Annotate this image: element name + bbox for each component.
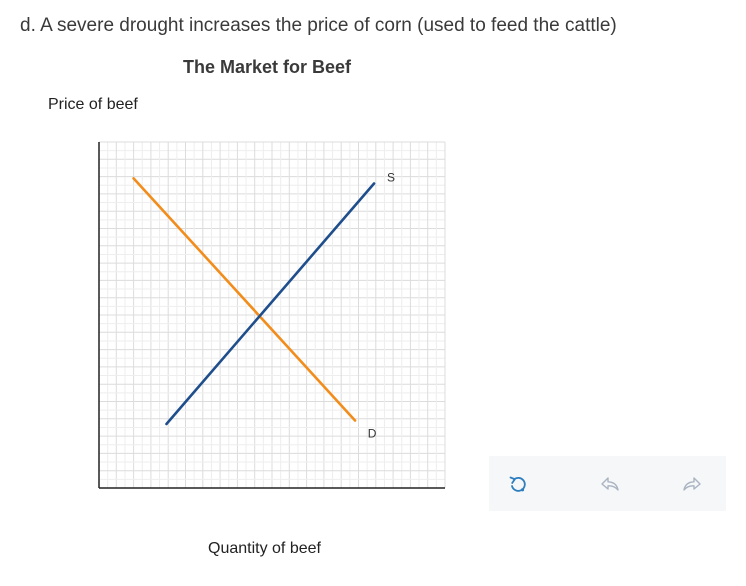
x-axis-label: Quantity of beef bbox=[208, 540, 321, 557]
question-text: d. A severe drought increases the price … bbox=[20, 15, 617, 36]
series-layer[interactable]: DS bbox=[132, 171, 395, 441]
undo-button[interactable] bbox=[595, 469, 625, 499]
s-curve-line[interactable] bbox=[165, 182, 376, 426]
y-axis-label: Price of beef bbox=[48, 96, 138, 113]
redo-button[interactable] bbox=[677, 469, 707, 499]
redo-icon bbox=[683, 477, 701, 491]
chart-title: The Market for Beef bbox=[183, 57, 352, 77]
reset-icon bbox=[509, 476, 526, 492]
d-curve-label: D bbox=[368, 427, 377, 441]
grid bbox=[99, 141, 446, 488]
graph-toolbar bbox=[489, 456, 726, 511]
d-curve-line[interactable] bbox=[132, 177, 357, 422]
axes bbox=[98, 142, 445, 489]
reset-button[interactable] bbox=[503, 469, 533, 499]
undo-icon bbox=[601, 477, 619, 491]
s-curve-label: S bbox=[387, 171, 395, 185]
